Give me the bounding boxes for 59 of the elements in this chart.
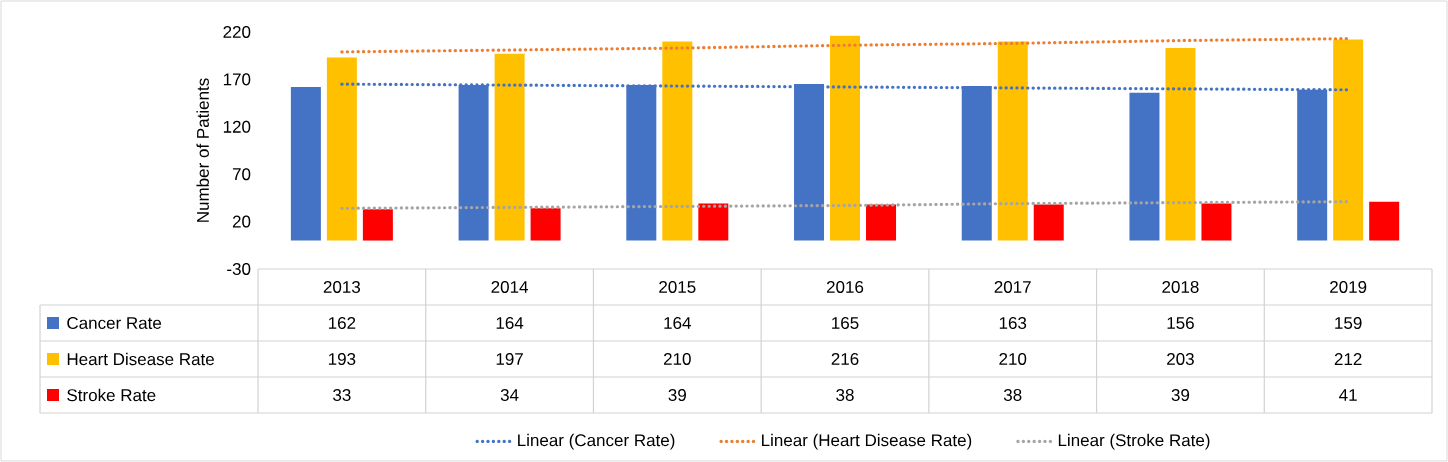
x-tick-label: 2015	[659, 280, 696, 293]
data-label: 163	[999, 316, 1027, 329]
data-label: 197	[496, 352, 523, 365]
data-label: 34	[500, 388, 519, 401]
x-tick-label: 2019	[1330, 280, 1367, 293]
x-tick-label: 2013	[323, 280, 361, 293]
legend-label: Linear (Cancer Rate)	[518, 433, 675, 450]
data-label: 210	[663, 352, 691, 365]
data-label: 41	[1339, 389, 1357, 401]
bar	[290, 86, 321, 241]
x-tick-label: 2017	[994, 280, 1031, 293]
data-label: 159	[1335, 316, 1362, 329]
data-label: 164	[664, 316, 691, 329]
data-label: 216	[831, 352, 859, 365]
y-tick-label: -30	[227, 262, 251, 275]
bar	[1165, 48, 1196, 241]
data-label: 38	[836, 388, 854, 401]
data-label: 156	[1167, 316, 1194, 329]
y-tick-label: 120	[223, 120, 251, 133]
bar	[1333, 39, 1364, 241]
y-tick-label: 20	[232, 215, 251, 228]
data-label: 212	[1334, 353, 1362, 365]
bar	[698, 203, 729, 241]
data-label: 33	[333, 388, 351, 401]
data-label: 210	[999, 352, 1027, 365]
bar	[830, 35, 861, 241]
y-tick-label: 170	[223, 73, 251, 86]
data-label: 203	[1167, 352, 1194, 365]
legend-label: Linear (Heart Disease Rate)	[762, 433, 972, 450]
bar	[662, 41, 693, 241]
data-label: 165	[832, 316, 859, 329]
bar	[494, 53, 525, 241]
line-series	[340, 200, 1350, 210]
data-label: 162	[328, 316, 356, 329]
bar	[1033, 204, 1064, 241]
bar	[326, 57, 357, 241]
y-tick-label: 70	[232, 168, 251, 181]
x-tick-label: 2018	[1162, 280, 1199, 293]
legend-label: Stroke Rate	[67, 388, 156, 402]
bar	[362, 209, 393, 241]
bar	[1369, 201, 1400, 241]
bar	[1201, 203, 1232, 241]
bar	[866, 204, 897, 241]
data-label: 38	[1003, 388, 1022, 401]
legend-label: Heart Disease Rate	[67, 352, 214, 366]
data-label: 193	[328, 352, 356, 365]
legend-label: Cancer Rate	[67, 316, 162, 329]
bar	[997, 41, 1028, 241]
data-label: 164	[496, 316, 524, 329]
bar	[1129, 92, 1160, 241]
line-series	[340, 37, 1350, 54]
bar	[530, 208, 561, 241]
x-tick-label: 2016	[826, 280, 864, 293]
y-tick-label: 220	[223, 25, 251, 38]
data-label: 39	[1171, 388, 1190, 401]
y-axis-title: Number of Patients	[196, 78, 209, 222]
x-tick-label: 2014	[491, 280, 528, 293]
legend-label: Linear (Stroke Rate)	[1058, 433, 1210, 450]
data-label: 39	[668, 388, 686, 401]
